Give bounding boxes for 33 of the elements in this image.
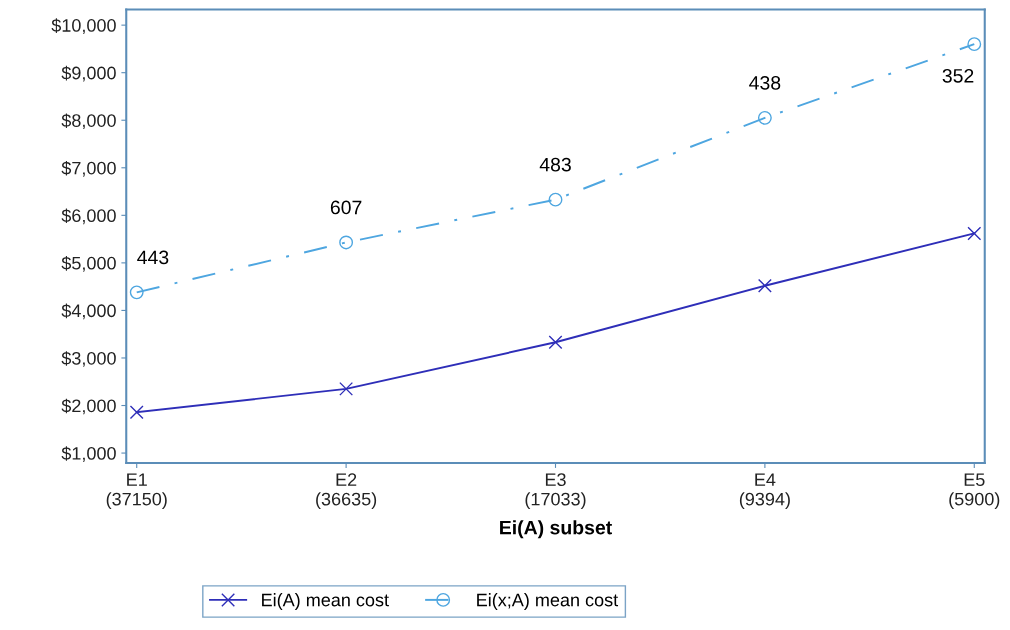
x-tick-label: E3 (17033) <box>525 473 586 510</box>
annotation: 438 <box>749 75 781 90</box>
x-tick-label: E4 (9394) <box>739 473 790 510</box>
annotation: 443 <box>137 250 169 265</box>
y-tick-label: $1,000 <box>61 446 116 462</box>
point <box>548 192 563 207</box>
y-tick-label: $9,000 <box>61 65 116 82</box>
point <box>757 110 772 125</box>
y-tick-label: $3,000 <box>61 351 116 367</box>
x-tick-label: E1 (37150) <box>106 473 167 510</box>
y-tick-label: $10,000 <box>51 18 116 34</box>
y-tick-label: $7,000 <box>61 160 116 177</box>
point <box>339 381 354 396</box>
y-tick-label: $8,000 <box>61 113 116 130</box>
annotation: 607 <box>330 200 362 215</box>
x-tick-label: E5 (5900) <box>949 473 1000 510</box>
annotation: 483 <box>539 157 571 172</box>
point <box>967 37 982 52</box>
y-tick-label: $4,000 <box>61 303 116 320</box>
legend-label: Ei(A) mean cost <box>262 593 389 610</box>
y-tick-label: $6,000 <box>61 208 116 225</box>
point <box>129 405 144 420</box>
y-tick-label: $5,000 <box>61 256 116 272</box>
legend-label: Ei(x;A) mean cost <box>477 593 619 610</box>
point <box>548 335 563 350</box>
x-tick-label: E2 (36635) <box>316 473 377 510</box>
y-tick-label: $2,000 <box>61 398 116 415</box>
point <box>129 285 144 300</box>
point <box>967 226 982 241</box>
x-axis-title: Ei(A) subset <box>500 520 612 539</box>
annotation: 352 <box>942 68 974 83</box>
point <box>339 235 354 250</box>
point <box>757 278 772 293</box>
